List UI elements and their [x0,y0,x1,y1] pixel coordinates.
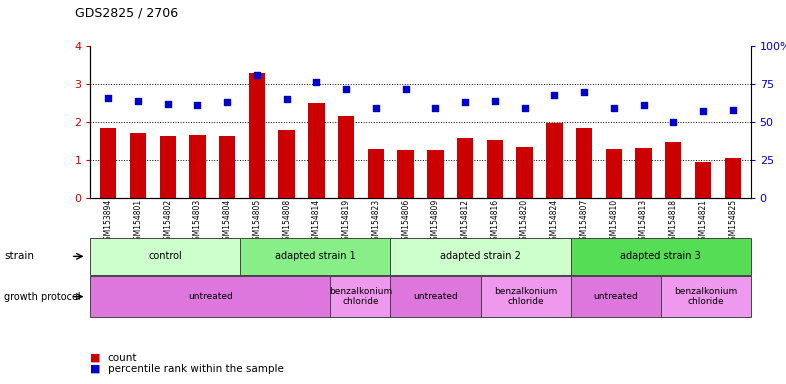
Text: adapted strain 1: adapted strain 1 [275,251,356,262]
Bar [398,150,413,198]
Bar [189,135,206,198]
Text: adapted strain 2: adapted strain 2 [440,251,521,262]
Bar [278,130,295,198]
Bar [368,149,384,198]
Point [161,101,174,107]
Point [429,105,442,111]
Point [191,102,204,108]
Text: strain: strain [4,251,34,262]
Text: GDS2825 / 2706: GDS2825 / 2706 [75,6,178,19]
Bar [725,158,741,198]
Text: untreated: untreated [188,292,233,301]
Text: adapted strain 3: adapted strain 3 [620,251,701,262]
Point [548,91,560,98]
Bar [516,147,533,198]
Point [608,105,620,111]
Bar [130,133,146,198]
Point [102,94,115,101]
Point [578,88,590,94]
Text: count: count [108,353,138,363]
Text: benzalkonium
chloride: benzalkonium chloride [329,287,392,306]
Bar [635,148,652,198]
Point [369,105,382,111]
Bar [457,138,473,198]
Text: untreated: untreated [413,292,458,301]
Text: untreated: untreated [593,292,638,301]
Point [489,98,501,104]
Bar [428,151,443,198]
Bar [338,116,354,198]
Point [518,105,531,111]
Bar [606,149,622,198]
Point [667,119,680,125]
Point [340,86,352,92]
Bar [695,162,711,198]
Bar [308,103,325,198]
Bar [576,127,593,198]
Bar [665,142,681,198]
Bar [219,136,235,198]
Bar [248,73,265,198]
Point [399,86,412,92]
Point [310,79,323,86]
Bar [487,140,503,198]
Text: ■: ■ [90,353,101,363]
Point [132,98,145,104]
Text: growth protocol: growth protocol [4,291,80,302]
Bar [100,127,116,198]
Point [281,96,293,102]
Point [459,99,472,105]
Text: benzalkonium
chloride: benzalkonium chloride [494,287,557,306]
Bar [546,123,563,198]
Text: benzalkonium
chloride: benzalkonium chloride [674,287,737,306]
Point [726,107,739,113]
Text: percentile rank within the sample: percentile rank within the sample [108,364,284,374]
Text: ■: ■ [90,364,101,374]
Point [251,72,263,78]
Point [637,102,650,108]
Text: control: control [149,251,182,262]
Point [696,108,709,114]
Bar [160,136,176,198]
Point [221,99,233,105]
